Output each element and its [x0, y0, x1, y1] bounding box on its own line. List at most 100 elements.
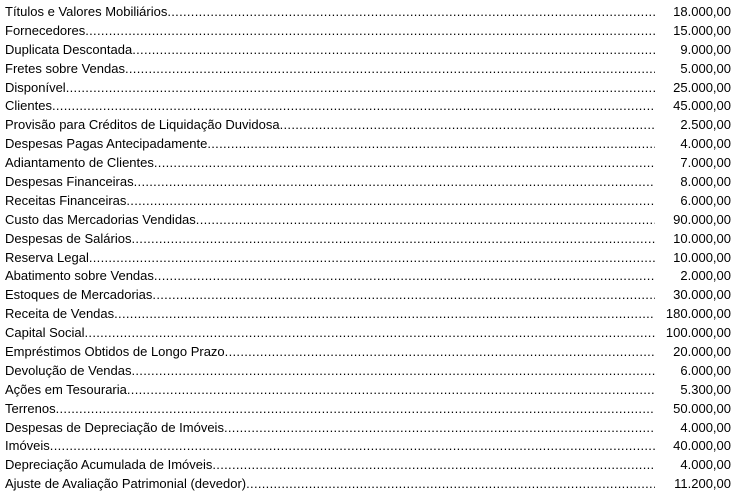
dot-leader	[154, 267, 655, 286]
dot-leader	[224, 419, 655, 438]
dot-leader	[52, 97, 655, 116]
dot-leader	[85, 324, 656, 343]
account-label: Devolução de Vendas	[5, 362, 132, 378]
dot-leader	[66, 79, 655, 98]
account-row: Fretes sobre Vendas 5.000,00	[5, 60, 731, 79]
account-row: Ações em Tesouraria 5.300,00	[5, 381, 731, 400]
account-row: Devolução de Vendas 6.000,00	[5, 362, 731, 381]
account-row: Receita de Vendas 180.000,00	[5, 305, 731, 324]
dot-leader	[125, 60, 655, 79]
account-label: Adiantamento de Clientes	[5, 155, 154, 171]
dot-leader	[154, 154, 655, 173]
account-label: Despesas de Depreciação de Imóveis	[5, 419, 224, 435]
account-value: 20.000,00	[673, 344, 731, 360]
account-row: Abatimento sobre Vendas 2.000,00	[5, 267, 731, 286]
account-row: Despesas de Salários 10.000,00	[5, 230, 731, 249]
dot-leader	[167, 3, 655, 22]
account-label: Custo das Mercadorias Vendidas	[5, 211, 196, 227]
account-row: Depreciação Acumulada de Imóveis 4.000,0…	[5, 456, 731, 475]
account-label: Despesas Pagas Antecipadamente	[5, 136, 208, 152]
account-value: 40.000,00	[673, 438, 731, 454]
account-value: 45.000,00	[673, 98, 731, 114]
account-value: 10.000,00	[673, 249, 731, 265]
account-label: Empréstimos Obtidos de Longo Prazo	[5, 344, 225, 360]
dot-leader	[85, 22, 655, 41]
dot-leader	[212, 456, 655, 475]
account-value: 5.000,00	[680, 60, 731, 76]
account-label: Ações em Tesouraria	[5, 381, 127, 397]
account-value: 30.000,00	[673, 287, 731, 303]
dot-leader	[131, 230, 655, 249]
account-row: Fornecedores 15.000,00	[5, 22, 731, 41]
account-row: Despesas de Depreciação de Imóveis 4.000…	[5, 419, 731, 438]
account-value: 100.000,00	[665, 325, 731, 341]
account-value: 10.000,00	[673, 230, 731, 246]
account-label: Capital Social	[5, 325, 85, 341]
account-label: Despesas Financeiras	[5, 174, 134, 190]
account-value: 4.000,00	[680, 136, 731, 152]
account-label: Despesas de Salários	[5, 230, 132, 246]
dot-leader	[50, 437, 655, 456]
account-value: 4.000,00	[680, 457, 731, 473]
account-value: 8.000,00	[680, 174, 731, 190]
account-row: Empréstimos Obtidos de Longo Prazo 20.00…	[5, 343, 731, 362]
dot-leader	[207, 135, 655, 154]
account-label: Receita de Vendas	[5, 306, 115, 322]
account-label: Títulos e Valores Mobiliários	[5, 4, 168, 19]
account-label: Estoques de Mercadorias	[5, 287, 153, 303]
account-row: Duplicata Descontada 9.000,00	[5, 41, 731, 60]
account-list: Títulos e Valores Mobiliários 18.000,00 Fo…	[5, 3, 731, 494]
account-row: Adiantamento de Clientes 7.000,00	[5, 154, 731, 173]
account-label: Fretes sobre Vendas	[5, 60, 125, 76]
account-value: 2.000,00	[680, 268, 731, 284]
dot-leader	[246, 475, 655, 494]
account-row: Capital Social 100.000,00	[5, 324, 731, 343]
account-row: Provisão para Créditos de Liquidação Duv…	[5, 116, 731, 135]
account-row: Títulos e Valores Mobiliários 18.000,00	[5, 3, 731, 22]
account-row: Custo das Mercadorias Vendidas 90.000,00	[5, 211, 731, 230]
account-label: Fornecedores	[5, 22, 86, 38]
account-value: 9.000,00	[680, 41, 731, 57]
account-row: Receitas Financeiras 6.000,00	[5, 192, 731, 211]
dot-leader	[196, 211, 655, 230]
account-label: Receitas Financeiras	[5, 192, 127, 208]
account-value: 2.500,00	[680, 117, 731, 133]
dot-leader	[225, 343, 655, 362]
account-label: Imóveis	[5, 438, 50, 454]
dot-leader	[56, 400, 655, 419]
dot-leader	[126, 192, 655, 211]
account-label: Terrenos	[5, 400, 56, 416]
account-value: 7.000,00	[680, 155, 731, 171]
account-value: 5.300,00	[680, 381, 731, 397]
account-row: Clientes 45.000,00	[5, 97, 731, 116]
account-row: Reserva Legal 10.000,00	[5, 249, 731, 268]
account-label: Depreciação Acumulada de Imóveis	[5, 457, 213, 473]
account-value: 6.000,00	[680, 192, 731, 208]
dot-leader	[152, 286, 655, 305]
account-value: 6.000,00	[680, 362, 731, 378]
dot-leader	[132, 41, 655, 60]
account-row: Disponível 25.000,00	[5, 79, 731, 98]
dot-leader	[131, 362, 655, 381]
account-label: Ajuste de Avaliação Patrimonial (devedor…	[5, 476, 247, 492]
dot-leader	[134, 173, 655, 192]
account-row: Despesas Financeiras 8.000,00	[5, 173, 731, 192]
account-value: 15.000,00	[673, 22, 731, 38]
account-value: 11.200,00	[674, 476, 731, 492]
dot-leader	[280, 116, 655, 135]
account-value: 90.000,00	[673, 211, 731, 227]
account-value: 4.000,00	[680, 419, 731, 435]
account-row: Estoques de Mercadorias 30.000,00	[5, 286, 731, 305]
account-row: Terrenos 50.000,00	[5, 400, 731, 419]
account-label: Abatimento sobre Vendas	[5, 268, 154, 284]
account-value: 180.000,00	[665, 306, 731, 322]
account-label: Duplicata Descontada	[5, 41, 133, 57]
account-value: 25.000,00	[673, 79, 731, 95]
account-value: 18.000,00	[673, 4, 731, 19]
account-label: Clientes	[5, 98, 52, 114]
account-value: 50.000,00	[673, 400, 731, 416]
dot-leader	[89, 249, 655, 268]
dot-leader	[114, 305, 655, 324]
account-label: Provisão para Créditos de Liquidação Duv…	[5, 117, 280, 133]
dot-leader	[127, 381, 655, 400]
